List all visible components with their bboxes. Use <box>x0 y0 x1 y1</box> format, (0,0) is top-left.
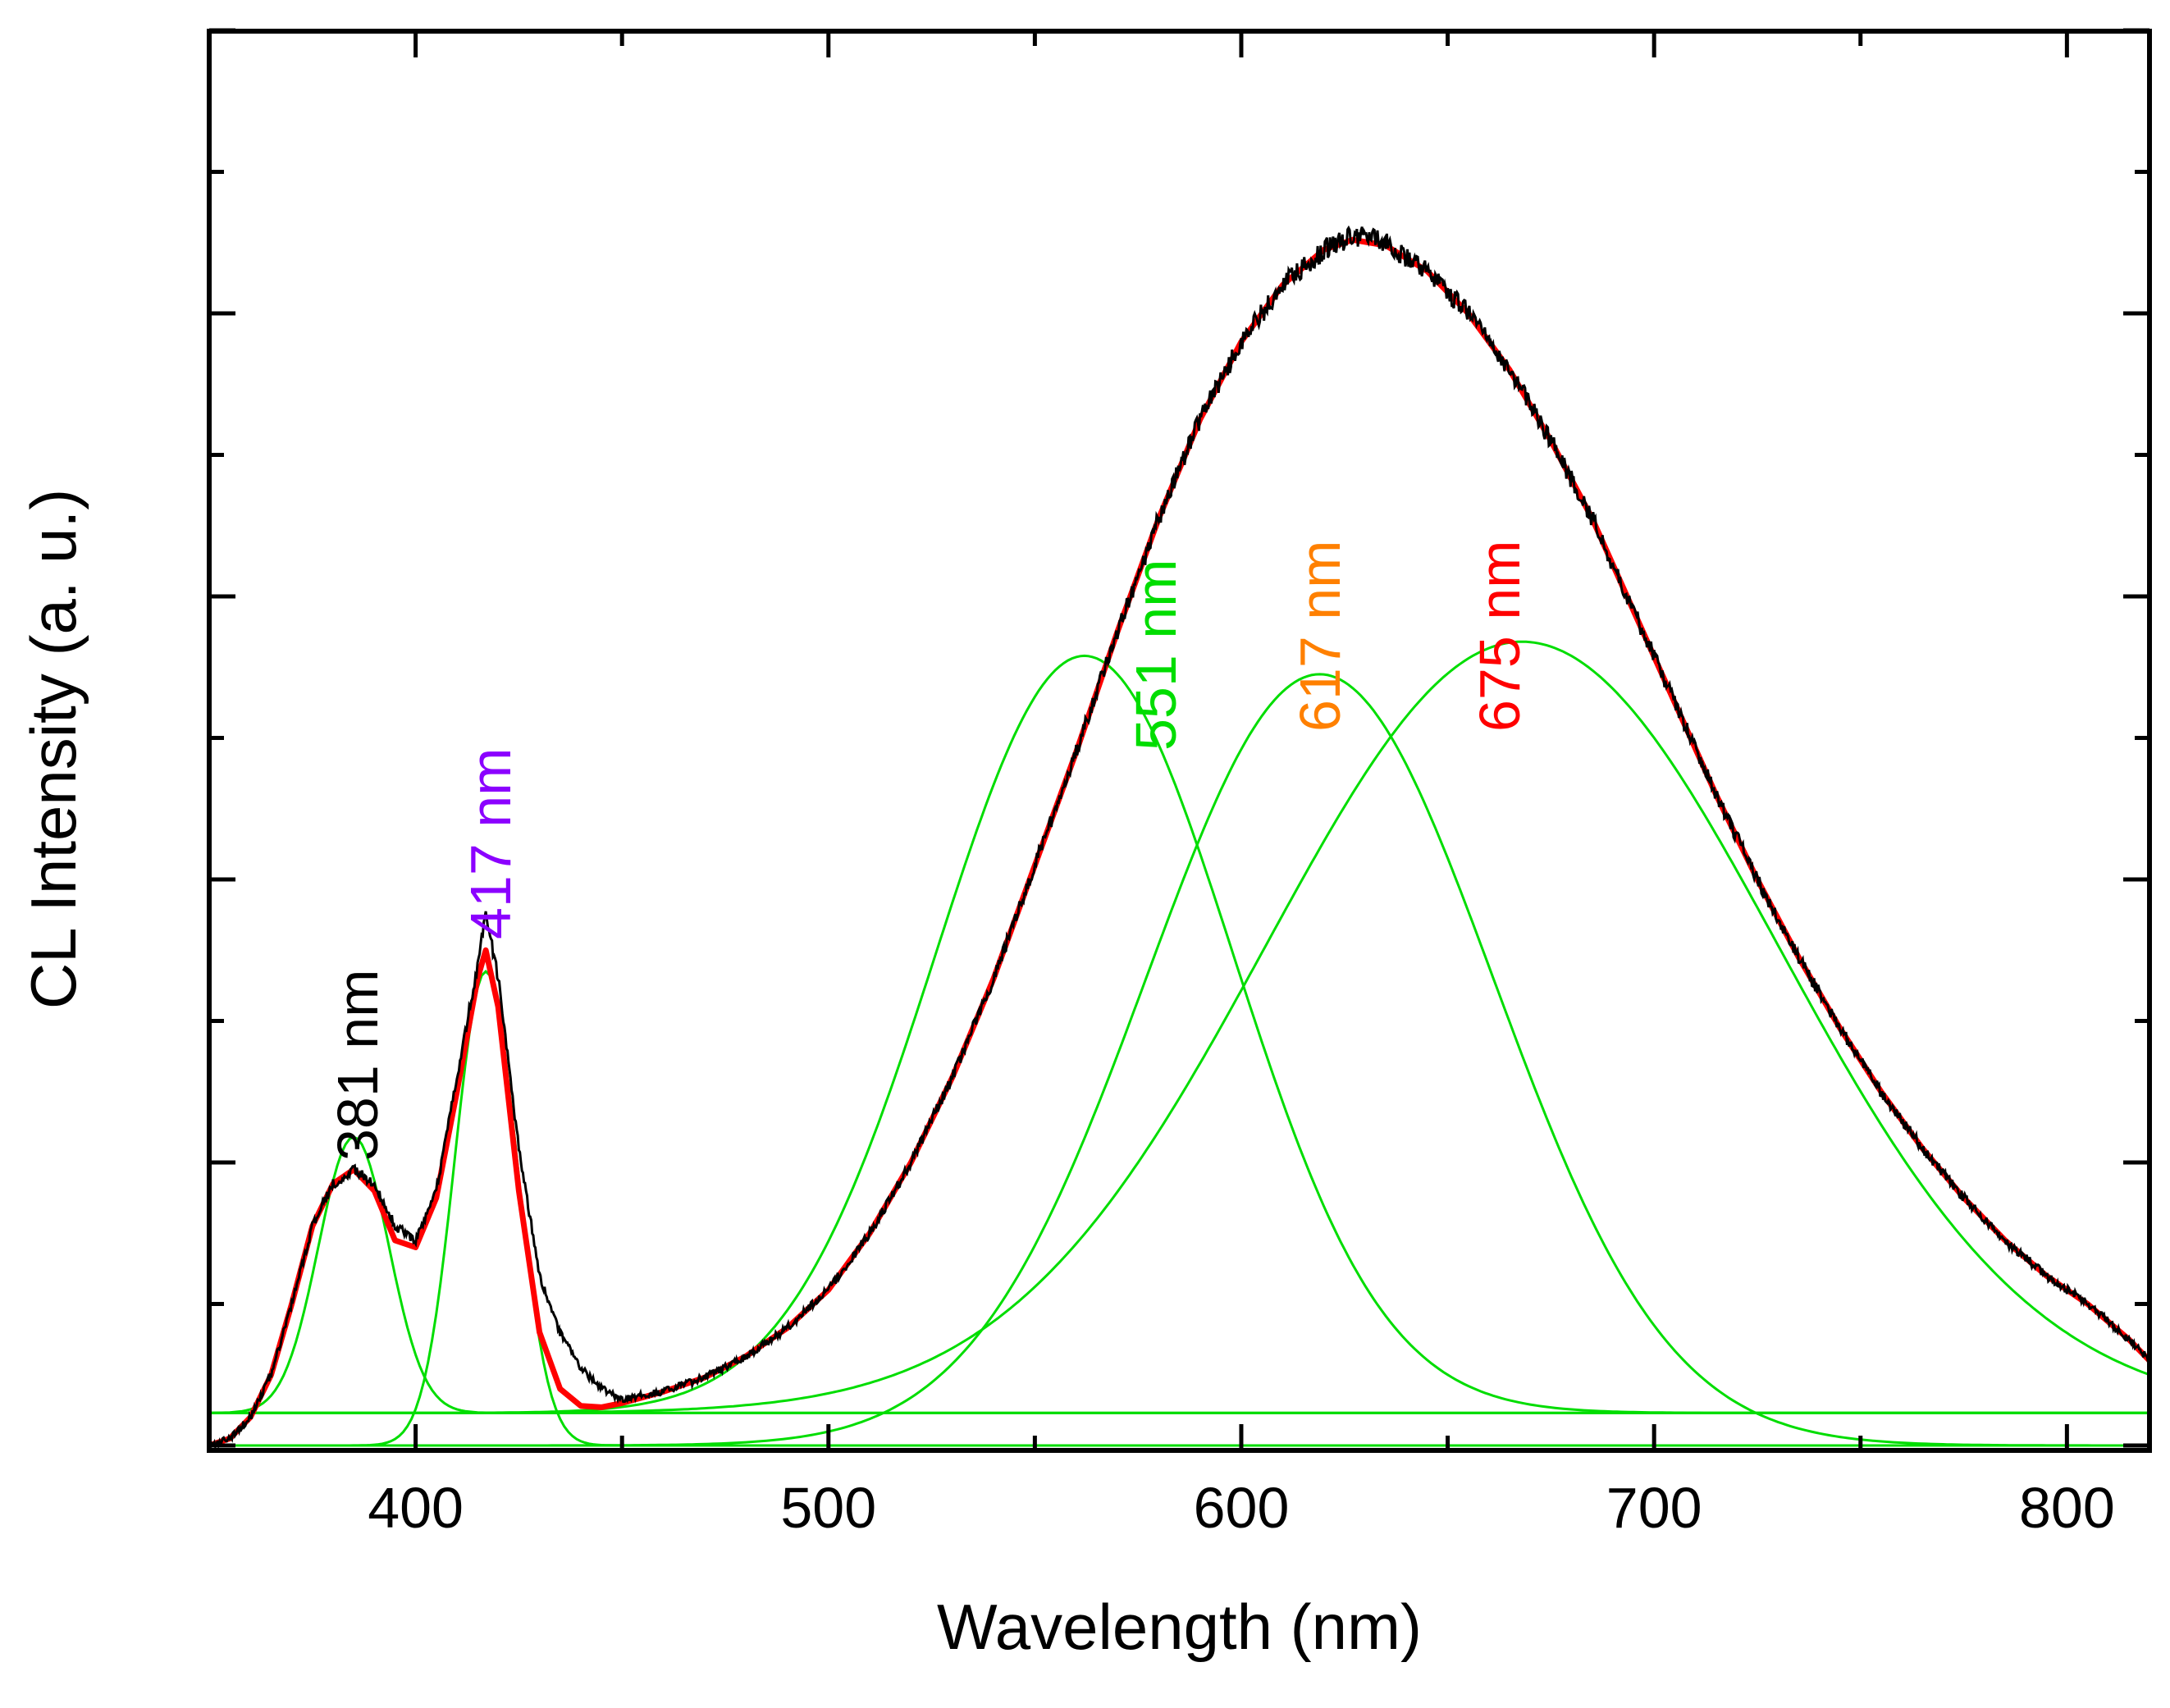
x-axis-label: Wavelength (nm) <box>937 1591 1422 1663</box>
data-series <box>208 225 2152 1450</box>
measured-spectrum-line <box>208 225 2150 1450</box>
x-axis-ticks: 400 500 600 700 800 <box>207 31 2115 1540</box>
peak-label-617-nm: 617 nm <box>1288 541 1352 732</box>
peak-labels: 381 nm 417 nm 551 nm 617 nm 675 nm <box>326 541 1532 1161</box>
plot-frame <box>207 29 2152 1453</box>
peak-label-675-nm: 675 nm <box>1468 541 1532 732</box>
x-tick-label: 700 <box>1606 1476 1702 1540</box>
y-axis-ticks <box>209 28 2149 1448</box>
x-tick-label: 400 <box>368 1476 464 1540</box>
component-curve-619 <box>209 673 2149 1447</box>
component-curve-385 <box>208 1135 2149 1414</box>
peak-label-551-nm: 551 nm <box>1124 559 1188 751</box>
x-tick-label: 500 <box>780 1476 876 1540</box>
peak-label-417-nm: 417 nm <box>459 748 523 939</box>
x-tick-label: 800 <box>2019 1476 2115 1540</box>
component-curve-668 <box>209 640 2150 1414</box>
peak-label-381-nm: 381 nm <box>326 970 390 1161</box>
y-axis-label: CL Intensity (a. u.) <box>17 489 89 1009</box>
x-tick-label: 600 <box>1194 1476 1290 1540</box>
